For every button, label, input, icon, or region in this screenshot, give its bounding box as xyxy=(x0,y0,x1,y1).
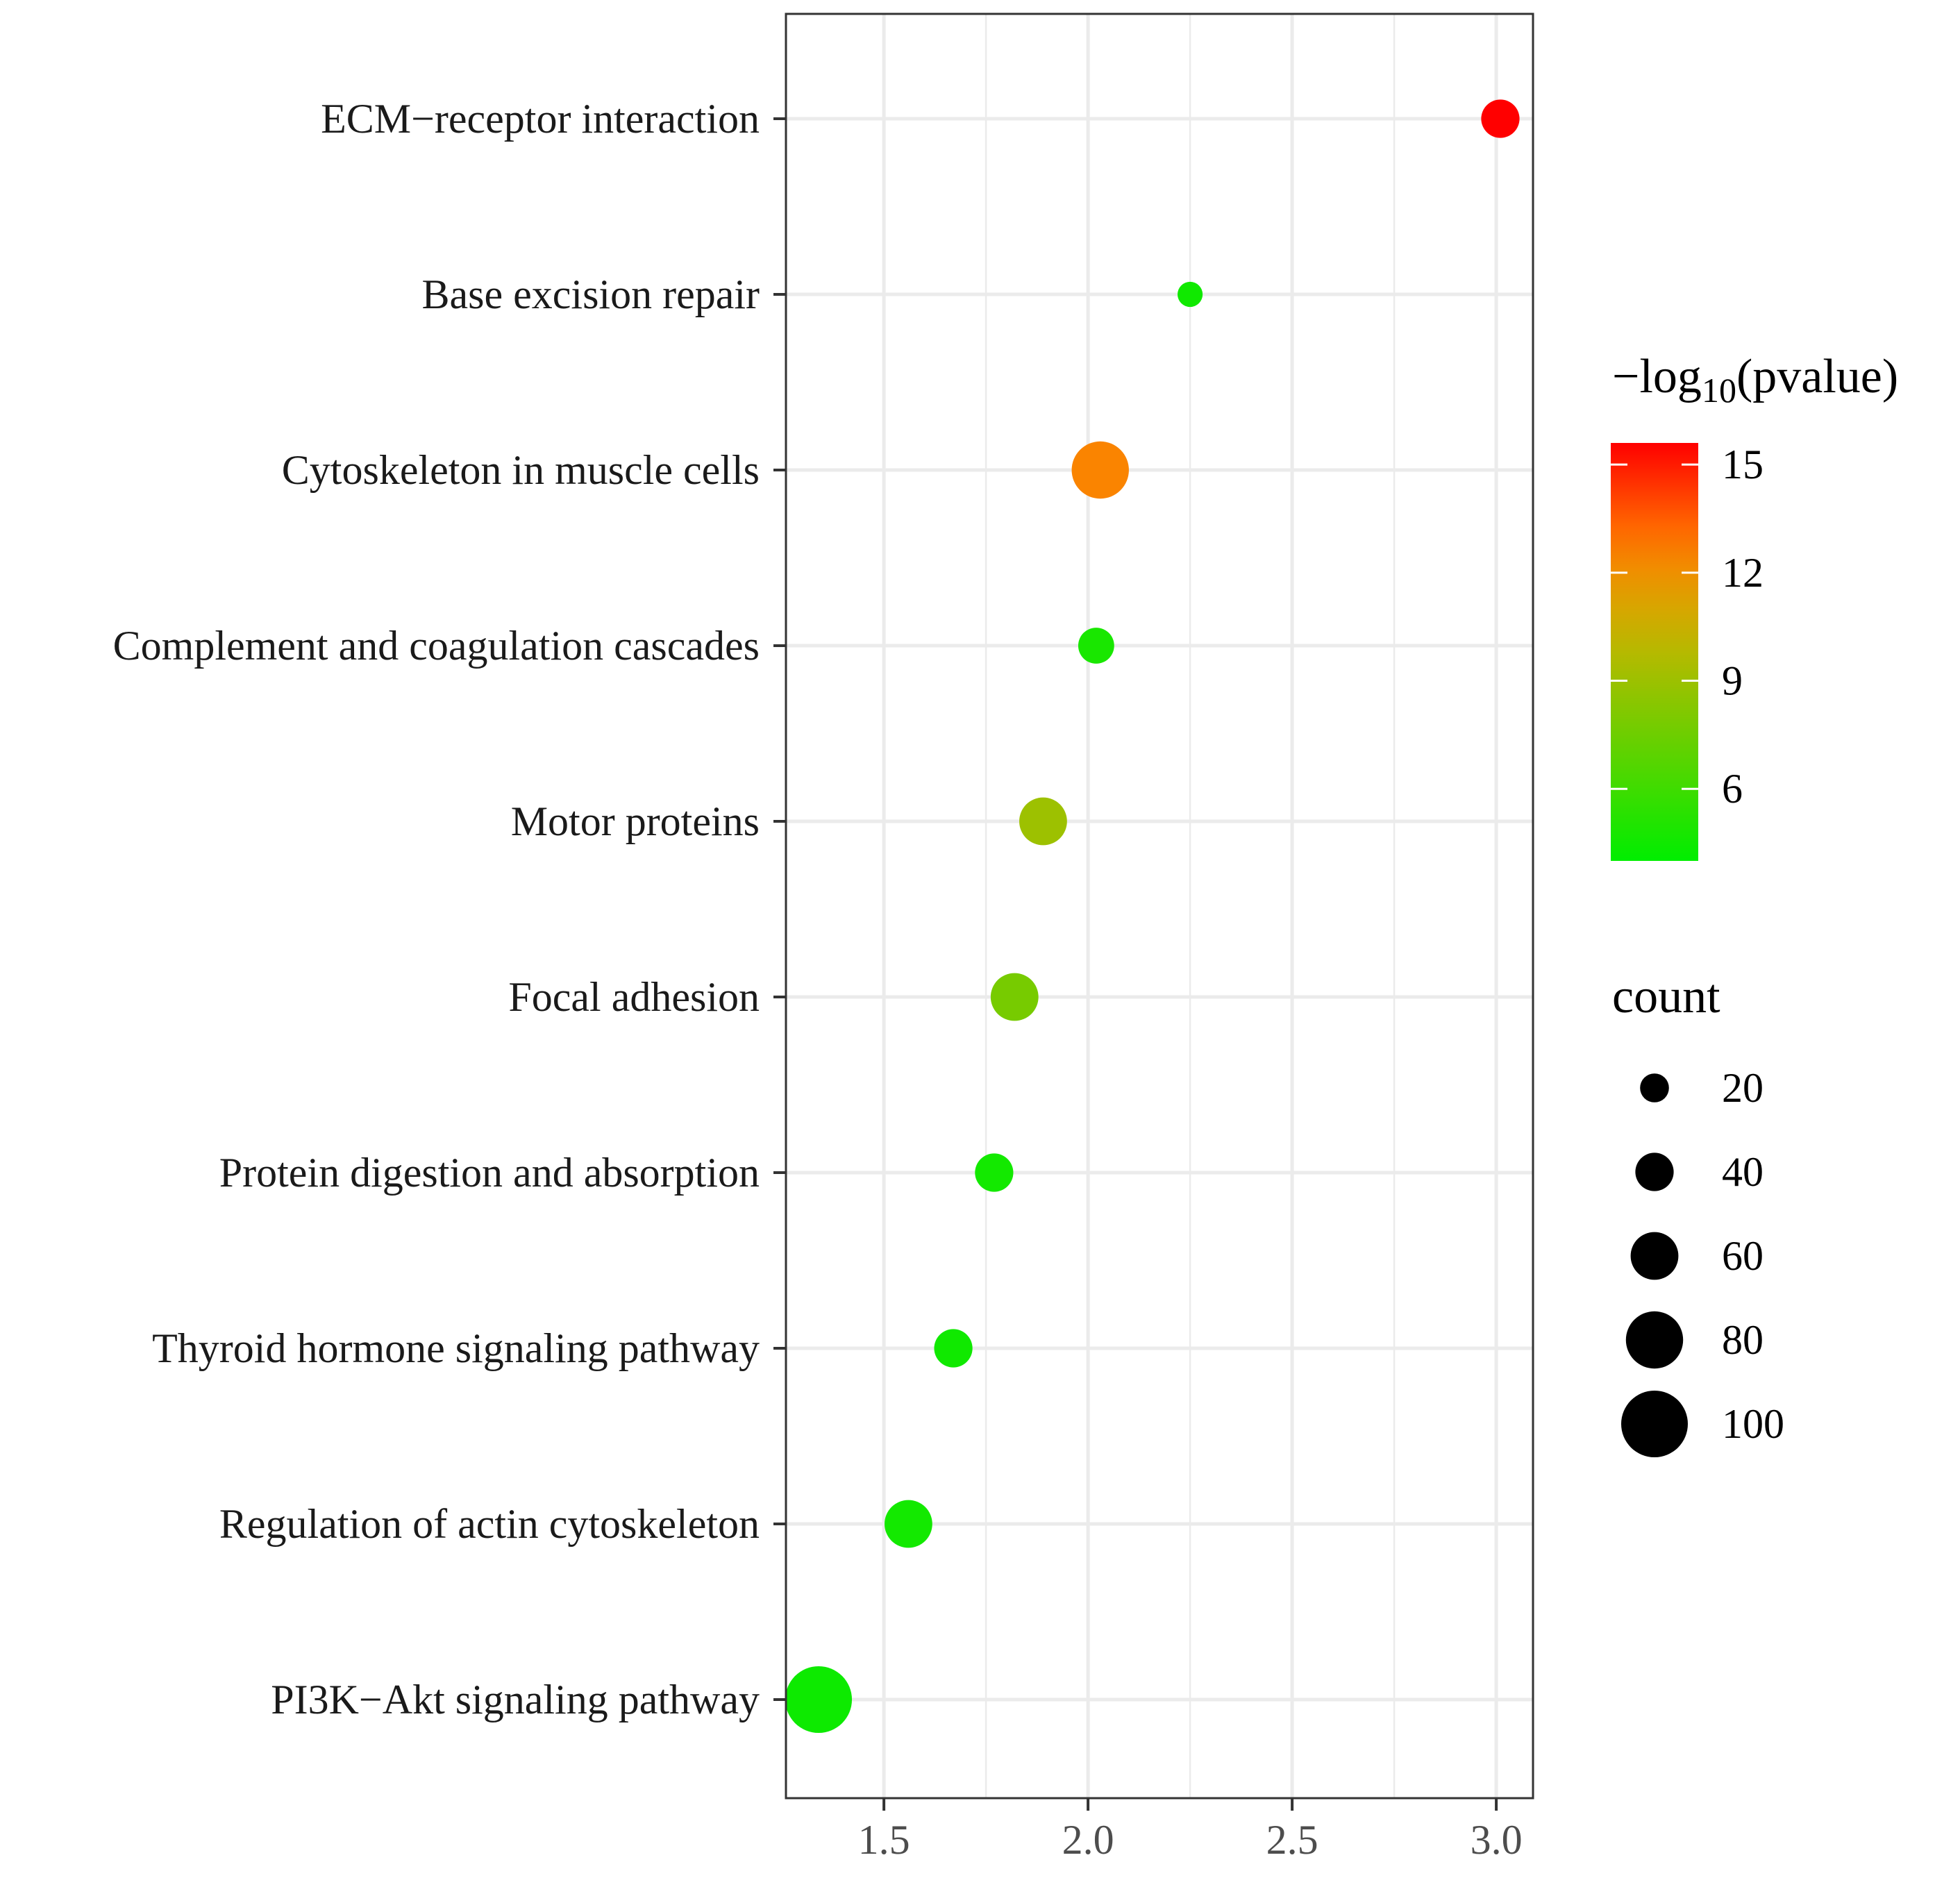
major-gridlines xyxy=(786,14,1533,1798)
colorbar xyxy=(1611,443,1698,861)
y-tick-label: Regulation of actin cytoskeleton xyxy=(219,1501,760,1547)
size-legend-key xyxy=(1635,1152,1674,1191)
data-point xyxy=(785,1666,853,1733)
y-tick-label: ECM−receptor interaction xyxy=(321,96,760,142)
data-point xyxy=(975,1153,1014,1192)
data-point xyxy=(1071,441,1129,499)
y-tick-label: Cytoskeleton in muscle cells xyxy=(282,447,760,493)
size-legend-key xyxy=(1630,1232,1679,1280)
x-tick-label: 1.5 xyxy=(858,1817,910,1863)
size-legend-key xyxy=(1640,1073,1669,1103)
size-legend-label: 60 xyxy=(1722,1233,1764,1279)
size-legend: count 20 40 60 80 100 xyxy=(1612,970,1784,1457)
data-point xyxy=(884,1500,932,1548)
x-tick-label: 2.0 xyxy=(1062,1817,1114,1863)
size-legend-label: 20 xyxy=(1722,1065,1764,1111)
x-axis: 1.5 2.0 2.5 3.0 xyxy=(858,1798,1523,1863)
colorbar-tick-label: 6 xyxy=(1722,766,1743,812)
size-legend-key xyxy=(1621,1391,1688,1457)
size-legend-label: 100 xyxy=(1722,1401,1784,1447)
y-tick-label: Motor proteins xyxy=(511,798,760,844)
data-point xyxy=(990,973,1039,1021)
colorbar-ticks: 15 12 9 6 xyxy=(1611,442,1764,812)
size-legend-entries: 20 40 60 80 100 xyxy=(1621,1065,1784,1457)
y-tick-label: PI3K−Akt signaling pathway xyxy=(271,1677,760,1722)
y-tick-label: Focal adhesion xyxy=(508,974,760,1020)
data-point xyxy=(1078,628,1114,664)
size-legend-key xyxy=(1625,1311,1684,1369)
y-tick-label: Complement and coagulation cascades xyxy=(113,623,760,669)
x-tick-label: 2.5 xyxy=(1266,1817,1318,1863)
y-tick-label: Protein digestion and absorption xyxy=(219,1150,760,1196)
data-point xyxy=(934,1329,973,1368)
colorbar-tick-label: 9 xyxy=(1722,658,1743,704)
colorbar-tick-label: 15 xyxy=(1722,442,1764,487)
y-axis: ECM−receptor interaction Base excision re… xyxy=(113,96,786,1722)
size-legend-label: 40 xyxy=(1722,1149,1764,1195)
y-tick-label: Base excision repair xyxy=(422,271,760,317)
panel-border xyxy=(785,12,1534,1800)
data-point xyxy=(1481,99,1520,138)
color-legend-title: −log10(pvalue) xyxy=(1612,350,1898,410)
size-legend-title: count xyxy=(1612,970,1720,1023)
y-tick-label: Thyroid hormone signaling pathway xyxy=(152,1325,760,1371)
minor-gridlines xyxy=(985,14,1396,1798)
size-legend-label: 80 xyxy=(1722,1317,1764,1363)
data-point xyxy=(1019,797,1067,846)
colorbar-tick-label: 12 xyxy=(1722,550,1764,596)
data-point xyxy=(1178,281,1203,308)
x-tick-label: 3.0 xyxy=(1471,1817,1523,1863)
data-points xyxy=(785,99,1520,1733)
color-legend: −log10(pvalue) 15 12 9 6 xyxy=(1611,350,1898,861)
